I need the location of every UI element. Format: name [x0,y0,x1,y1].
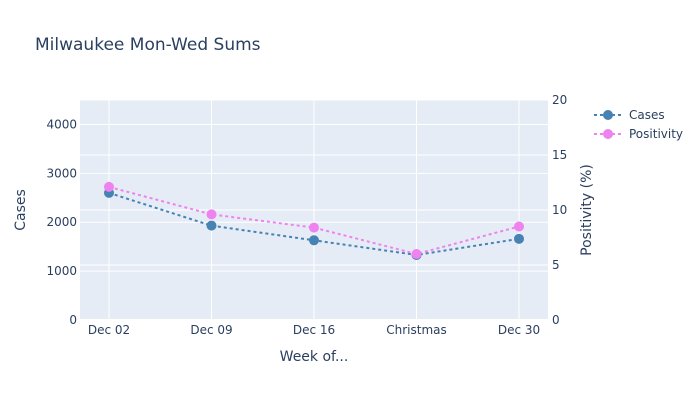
y-tick-label: 2000 [46,215,77,229]
y-axis-label: Cases [13,189,29,231]
y2-tick-label: 10 [552,203,567,217]
y-tick-label: 3000 [46,166,77,180]
legend-label: Cases [629,108,665,122]
y2-tick-label: 5 [552,258,560,272]
y-tick-label: 1000 [46,264,77,278]
positivity-data-point[interactable] [104,181,114,192]
positivity-data-point[interactable] [309,222,319,233]
x-tick-label: Dec 16 [293,323,335,337]
x-tick-label: Dec 30 [498,323,540,337]
legend-item-positivity[interactable]: Positivity [594,127,683,141]
y2-tick-label: 0 [552,313,560,327]
cases-data-point[interactable] [206,220,217,231]
positivity-data-point[interactable] [206,209,217,220]
legend-label: Positivity [629,127,683,141]
y2-tick-label: 20 [552,93,567,107]
legend[interactable]: Cases Positivity [594,108,683,141]
positivity-data-point[interactable] [514,221,524,232]
y2-axis-label: Positivity (%) [579,164,595,256]
x-tick-label: Dec 02 [88,323,130,337]
positivity-series-line [108,185,520,256]
y-tick-label: 4000 [46,117,77,131]
x-axis-ticks: Dec 02 Dec 09 Dec 16 Christmas Dec 30 [88,323,540,337]
y-axis-ticks: 0 1000 2000 3000 4000 [46,117,77,327]
legend-swatch-marker [603,129,613,139]
x-axis-label: Week of... [280,349,349,365]
cases-data-point[interactable] [514,233,524,244]
positivity-data-point[interactable] [411,249,422,259]
y-tick-label: 0 [69,313,77,327]
x-tick-label: Christmas [386,323,447,337]
cases-data-point[interactable] [309,235,319,246]
chart-title: Milwaukee Mon-Wed Sums [35,35,261,55]
legend-swatch-marker [603,110,613,120]
gridlines [80,99,548,321]
legend-item-cases[interactable]: Cases [594,108,665,122]
y2-tick-label: 15 [552,148,567,162]
x-tick-label: Dec 09 [190,323,232,337]
y2-axis-ticks: 0 5 10 15 20 [552,93,567,327]
series-layer [104,181,524,260]
